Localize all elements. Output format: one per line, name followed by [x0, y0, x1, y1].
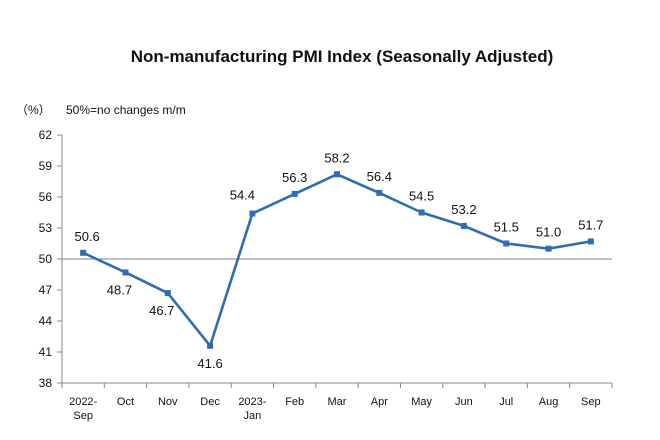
- x-tick-label: Jun: [455, 396, 473, 408]
- x-tick-labels-group: 2022- Sep Oct Nov Dec 2023- Jan Feb Mar Apr May Jun…: [69, 396, 601, 422]
- data-label: 51.0: [536, 225, 561, 240]
- data-point: [164, 290, 171, 297]
- data-label: 54.4: [230, 188, 255, 203]
- data-labels-group: 50.6 48.7 46.7 41.6 54.4 56.3 58.2 56.4 54.5 53.2…: [74, 150, 603, 371]
- series-line: [82, 173, 592, 348]
- data-point: [334, 171, 340, 178]
- x-tick-label-line: 2023-: [238, 396, 266, 408]
- y-tick-label: 38: [39, 376, 53, 390]
- x-tick-label-line: Jul: [499, 396, 513, 408]
- y-tick-label: 50: [39, 252, 53, 266]
- x-tick-label: Aug: [539, 396, 559, 408]
- y-tick-label: 56: [39, 190, 53, 204]
- chart-axes: 38 41 44 47 50 53 56 59 62: [39, 128, 613, 390]
- reference-annotation: 50%=no changes m/m: [66, 103, 186, 117]
- x-tick-label: Feb: [285, 396, 304, 408]
- x-tick-label: Mar: [328, 396, 347, 408]
- x-tick-label-line: May: [411, 396, 432, 408]
- data-point: [291, 190, 298, 197]
- data-label: 56.3: [282, 170, 307, 185]
- data-point: [587, 238, 594, 245]
- y-tick-label: 62: [39, 128, 53, 142]
- y-unit-label: （%）: [16, 103, 51, 117]
- data-label: 58.2: [324, 150, 349, 165]
- y-tick-label: 53: [39, 221, 53, 235]
- data-point: [376, 189, 383, 196]
- x-tick-label-line: Sep: [73, 410, 93, 422]
- data-point: [207, 342, 214, 349]
- data-point: [503, 240, 510, 247]
- chart-title: Non-manufacturing PMI Index (Seasonally …: [131, 47, 554, 66]
- data-point: [460, 222, 467, 229]
- data-point: [249, 210, 256, 217]
- x-tick-label-line: Jun: [455, 396, 473, 408]
- x-tick-label-line: Feb: [285, 396, 304, 408]
- x-tick-label-line: Mar: [328, 396, 347, 408]
- data-label: 54.5: [409, 189, 434, 204]
- y-tick-label: 59: [39, 159, 53, 173]
- data-label: 51.5: [494, 220, 519, 235]
- data-label: 46.7: [149, 303, 174, 318]
- y-tick-label: 41: [39, 345, 53, 359]
- data-label: 41.6: [197, 356, 222, 371]
- x-tick-label: Oct: [117, 396, 134, 408]
- x-tick-label: Nov: [158, 396, 178, 408]
- x-tick-label-line: Nov: [158, 396, 178, 408]
- y-tick-label: 47: [39, 283, 53, 297]
- x-tick-label-line: Oct: [117, 396, 134, 408]
- data-point: [122, 269, 129, 276]
- x-tick-label: May: [411, 396, 432, 408]
- x-tick-label-line: Sep: [581, 396, 601, 408]
- data-label: 48.7: [107, 282, 132, 297]
- x-tick-label-line: Apr: [371, 396, 388, 408]
- data-label: 53.2: [451, 202, 476, 217]
- data-label: 50.6: [74, 229, 99, 244]
- x-tick-label-line: Aug: [539, 396, 559, 408]
- x-tick-label: Dec: [200, 396, 220, 408]
- data-label: 51.7: [578, 217, 603, 232]
- data-point: [80, 249, 87, 256]
- x-tick-label: 2022- Sep: [69, 396, 97, 422]
- x-tick-label: Jul: [499, 396, 513, 408]
- series-group: [80, 171, 594, 349]
- x-tick-label-line: 2022-: [69, 396, 97, 408]
- data-label: 56.4: [367, 169, 392, 184]
- x-tick-label-line: Jan: [244, 410, 262, 422]
- x-tick-label: Apr: [371, 396, 388, 408]
- x-tick-label-line: Dec: [200, 396, 220, 408]
- x-tick-label: Sep: [581, 396, 601, 408]
- data-point: [418, 209, 425, 216]
- data-point: [545, 245, 552, 252]
- y-tick-label: 44: [39, 314, 53, 328]
- x-tick-label: 2023- Jan: [238, 396, 266, 422]
